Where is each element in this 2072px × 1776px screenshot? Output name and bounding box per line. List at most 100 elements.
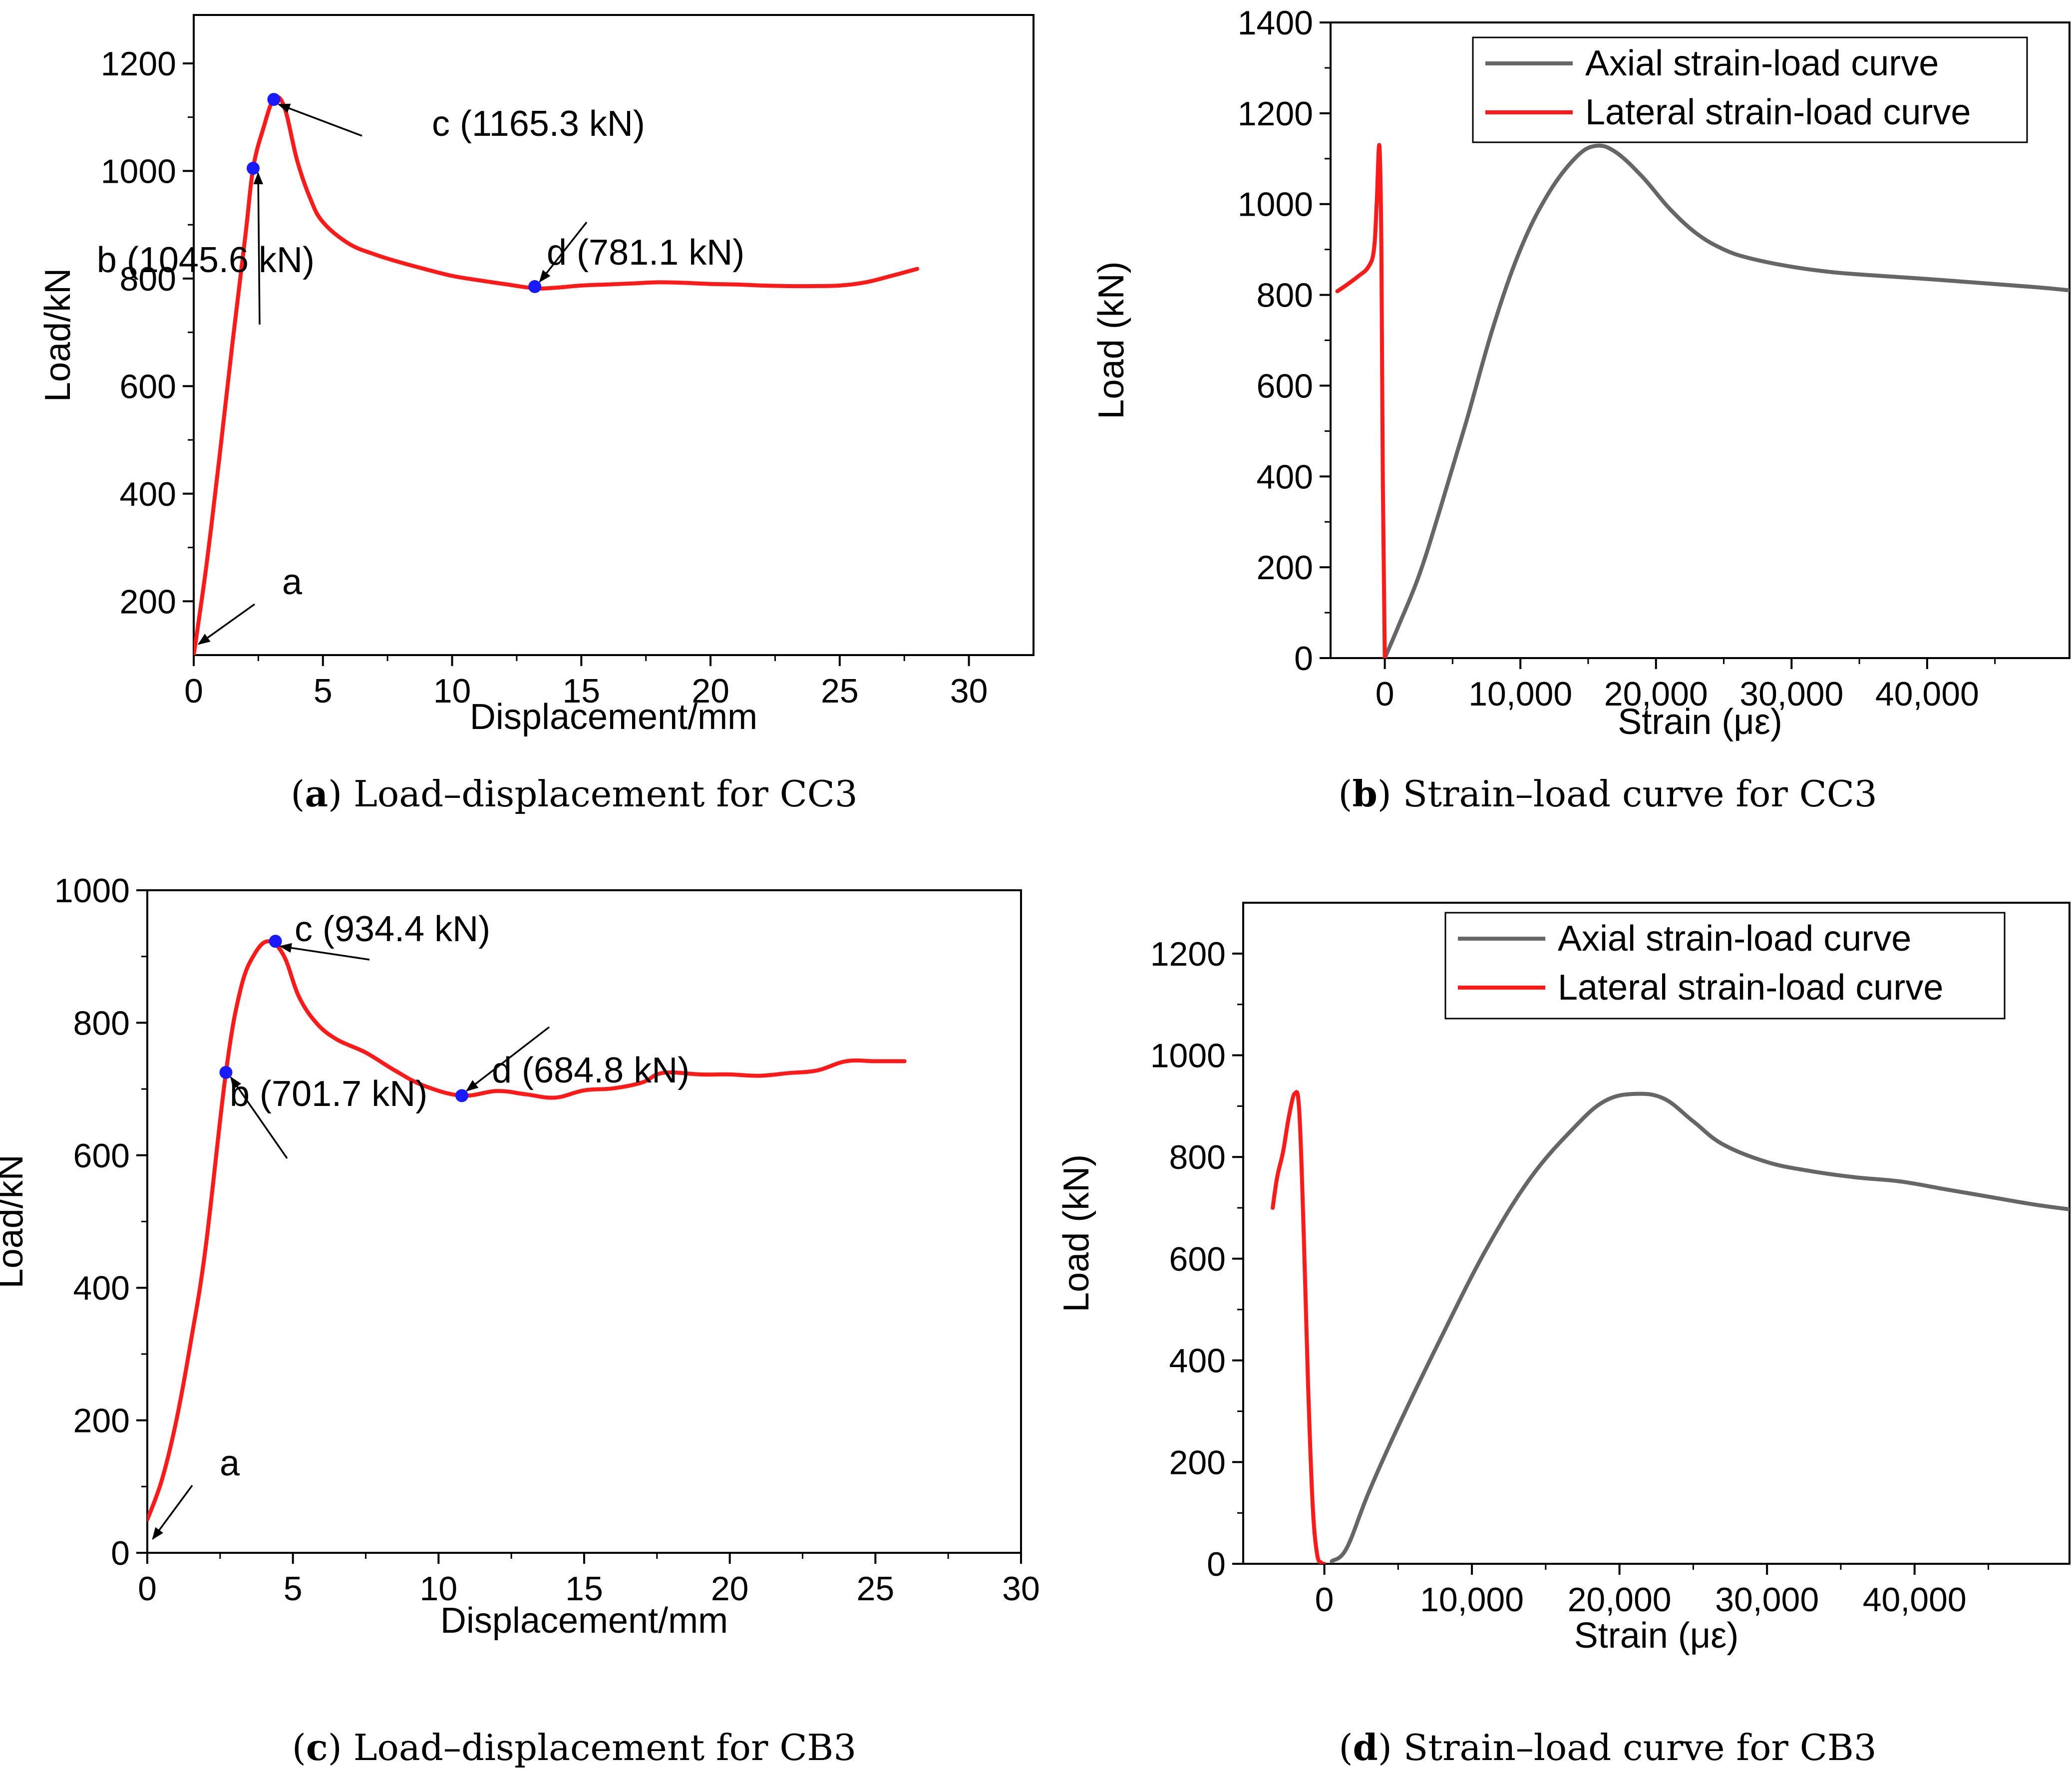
x-tick-label: 25: [857, 1570, 895, 1608]
y-tick-label: 1200: [101, 45, 176, 83]
plot-frame: [146, 889, 1022, 1554]
y-tick-label: 1000: [1238, 186, 1313, 224]
panel-caption: (c) Load–displacement for CB3: [292, 1726, 856, 1769]
point-a-label: a: [220, 1443, 240, 1483]
y-tick-label: 1000: [54, 872, 130, 910]
y-tick-label: 800: [1169, 1138, 1226, 1176]
key-point-marker: [247, 162, 260, 175]
x-tick-label: 25: [821, 672, 859, 710]
x-tick-label: 30: [950, 672, 988, 710]
x-tick-label: 40,000: [1875, 675, 1979, 713]
x-tick-label: 0: [1376, 675, 1394, 713]
annotation-arrow: [278, 103, 362, 137]
legend-label-1: Axial strain-load curve: [1558, 919, 1911, 959]
panel-caption: (a) Load–displacement for CC3: [291, 772, 857, 815]
y-tick-label: 1400: [1238, 4, 1313, 42]
key-point-label: d (781.1 kN): [547, 233, 744, 273]
legend-label-2: Lateral strain-load curve: [1585, 92, 1971, 132]
key-point-label: b (1045.6 kN): [97, 240, 315, 280]
key-point-label: c (934.4 kN): [295, 909, 490, 949]
panel-a-load-displacement-cc3: 0 5 10 15 20 25 30 200 400 600 800 1000 1200 Displace…: [38, 14, 1035, 815]
x-tick-label: 0: [1315, 1581, 1334, 1619]
key-point-label: c (1165.3 kN): [432, 104, 645, 144]
x-tick-label: 20: [711, 1570, 749, 1608]
y-tick-label: 800: [120, 260, 176, 298]
series-line-1: [1382, 143, 2070, 658]
x-tick-label: 20,000: [1568, 1581, 1672, 1619]
y-tick-label: 400: [1169, 1342, 1226, 1380]
panel-c-load-displacement-cb3: 0 5 10 15 20 25 30 0 200 400 600 800 1000 Displacemen…: [0, 872, 1040, 1769]
x-tick-label: 10: [420, 1570, 458, 1608]
series-line-2: [1335, 143, 1387, 658]
y-tick-label: 800: [1257, 277, 1313, 315]
y-tick-label: 400: [1257, 458, 1313, 496]
y-tick-label: 800: [73, 1004, 130, 1042]
y-tick-label: 400: [73, 1269, 130, 1307]
annotation-arrow: [253, 172, 264, 325]
x-axis-label: Strain (με): [1618, 702, 1782, 742]
legend-label-2: Lateral strain-load curve: [1558, 968, 1943, 1008]
y-tick-label: 0: [1294, 640, 1313, 678]
x-tick-label: 30,000: [1715, 1581, 1819, 1619]
x-tick-label: 30: [1002, 1570, 1040, 1608]
x-axis-label: Displacement/mm: [470, 697, 757, 737]
annotation-arrow-a: [198, 603, 256, 645]
y-tick-label: 0: [111, 1534, 130, 1572]
panel-d-strain-load-cb3: 0 10,000 20,000 30,000 40,000 0 200 400 600 800 10…: [1056, 902, 2071, 1769]
y-tick-label: 200: [1257, 549, 1313, 587]
y-axis-label: Load (kN): [1091, 261, 1131, 419]
y-tick-label: 1200: [1150, 935, 1226, 973]
panel-caption: (d) Strain–load curve for CB3: [1339, 1726, 1876, 1769]
x-tick-label: 30,000: [1739, 675, 1843, 713]
y-tick-label: 1200: [1238, 95, 1313, 133]
key-point-marker: [528, 280, 542, 294]
y-tick-label: 200: [120, 583, 176, 621]
y-tick-label: 600: [1169, 1240, 1226, 1278]
key-point-label: d (684.8 kN): [492, 1051, 690, 1090]
plot-frame: [193, 14, 1035, 656]
x-tick-label: 5: [284, 1570, 303, 1608]
x-tick-label: 15: [562, 672, 600, 710]
series-line-1: [1330, 1091, 2070, 1563]
y-axis-label: Load/kN: [0, 1154, 30, 1288]
x-tick-label: 0: [138, 1570, 157, 1608]
y-tick-label: 200: [1169, 1443, 1226, 1481]
panel-caption: (b) Strain–load curve for CC3: [1338, 772, 1877, 815]
legend-label-1: Axial strain-load curve: [1585, 43, 1939, 83]
y-tick-label: 200: [73, 1402, 130, 1440]
key-point-marker: [455, 1089, 468, 1102]
y-axis-label: Load (kN): [1056, 1154, 1096, 1312]
annotation-arrow-a: [152, 1484, 193, 1540]
x-tick-label: 10,000: [1468, 675, 1572, 713]
annotation-arrow: [279, 943, 370, 961]
x-axis-label: Strain (με): [1574, 1616, 1739, 1656]
key-point-marker: [267, 93, 281, 106]
legend-box: [1444, 912, 2006, 1020]
x-axis-label: Displacement/mm: [440, 1601, 728, 1641]
series-line-1: [194, 95, 920, 655]
y-tick-label: 0: [1207, 1545, 1226, 1583]
key-point-marker: [269, 935, 282, 948]
x-tick-label: 10,000: [1420, 1581, 1524, 1619]
x-tick-label: 20: [691, 672, 729, 710]
plot-frame: [1242, 902, 2071, 1565]
y-tick-label: 1000: [101, 152, 176, 190]
x-tick-label: 5: [314, 672, 333, 710]
annotation-arrow: [539, 221, 588, 283]
series-line-1: [147, 939, 907, 1522]
point-a-label: a: [282, 562, 303, 602]
x-tick-label: 10: [433, 672, 471, 710]
y-axis-label: Load/kN: [38, 268, 78, 402]
x-tick-label: 15: [565, 1570, 603, 1608]
x-tick-label: 0: [184, 672, 203, 710]
annotation-arrow: [230, 1076, 288, 1159]
y-tick-label: 600: [1257, 367, 1313, 405]
y-tick-label: 600: [120, 367, 176, 405]
x-tick-label: 20,000: [1604, 675, 1708, 713]
key-point-label: b (701.7 kN): [230, 1074, 427, 1114]
y-tick-label: 400: [120, 475, 176, 513]
legend-box: [1472, 36, 2028, 143]
panel-b-strain-load-cc3: 0 10,000 20,000 30,000 40,000 0 200 400 600 800 10…: [1091, 4, 2071, 815]
x-tick-label: 40,000: [1863, 1581, 1967, 1619]
